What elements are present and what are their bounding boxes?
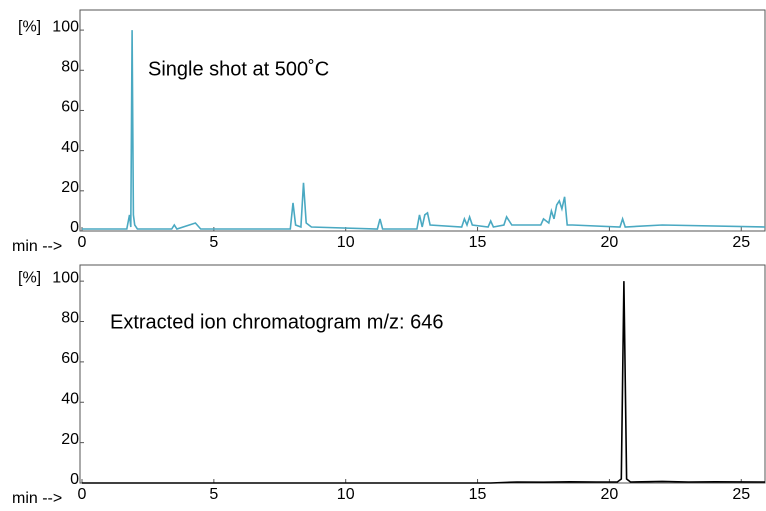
- x-tick-label: 0: [78, 234, 87, 251]
- x-axis-label: min -->: [12, 238, 62, 255]
- y-tick-label: 40: [61, 139, 79, 156]
- y-tick-label: 100: [52, 18, 79, 35]
- y-tick-label: 60: [61, 99, 79, 116]
- x-tick-label: 10: [337, 234, 355, 251]
- y-tick-label: 80: [61, 310, 79, 327]
- plot-frame: [79, 264, 766, 484]
- x-tick-label: 5: [209, 486, 218, 503]
- plot-frame: [79, 9, 766, 232]
- x-tick-label: 25: [732, 234, 750, 251]
- y-tick-label: 100: [52, 269, 79, 286]
- x-tick-label: 15: [469, 486, 487, 503]
- y-tick-label: 20: [61, 179, 79, 196]
- y-axis-label: [%]: [18, 269, 41, 286]
- x-tick-label: 0: [78, 486, 87, 503]
- y-axis-label: [%]: [18, 18, 41, 35]
- y-tick-label: 0: [70, 471, 79, 488]
- annotation: Extracted ion chromatogram m/z: 646: [110, 311, 443, 333]
- y-tick-label: 0: [70, 219, 79, 236]
- y-tick-label: 60: [61, 350, 79, 367]
- x-tick-label: 5: [209, 234, 218, 251]
- x-axis-label: min -->: [12, 490, 62, 507]
- x-tick-label: 20: [601, 234, 619, 251]
- y-tick-label: 20: [61, 431, 79, 448]
- x-tick-label: 25: [732, 486, 750, 503]
- x-tick-label: 15: [469, 234, 487, 251]
- y-tick-label: 40: [61, 390, 79, 407]
- x-tick-label: 10: [337, 486, 355, 503]
- line-series: [82, 281, 766, 484]
- x-tick-label: 20: [601, 486, 619, 503]
- y-tick-label: 80: [61, 58, 79, 75]
- line-series: [82, 30, 766, 230]
- annotation: Single shot at 500˚C: [148, 58, 329, 80]
